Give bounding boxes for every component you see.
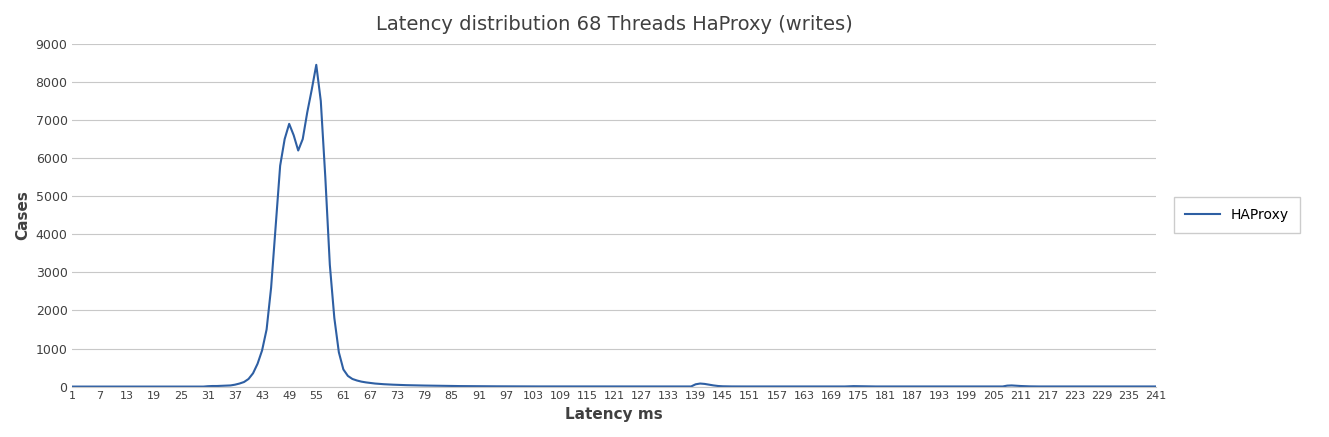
HAProxy: [64, 384, 80, 389]
Legend: HAProxy: HAProxy: [1174, 197, 1300, 233]
HAProxy: [1148, 384, 1164, 389]
Title: Latency distribution 68 Threads HaProxy (writes): Latency distribution 68 Threads HaProxy …: [376, 15, 853, 34]
HAProxy: [480, 384, 496, 389]
HAProxy: [687, 382, 703, 387]
HAProxy: [186, 384, 202, 389]
HAProxy: [941, 384, 957, 389]
HAProxy: [308, 62, 324, 67]
HAProxy: [1139, 384, 1155, 389]
X-axis label: Latency ms: Latency ms: [565, 407, 663, 422]
HAProxy: [868, 384, 884, 389]
Y-axis label: Cases: Cases: [15, 190, 31, 240]
Line: HAProxy: HAProxy: [72, 65, 1156, 387]
